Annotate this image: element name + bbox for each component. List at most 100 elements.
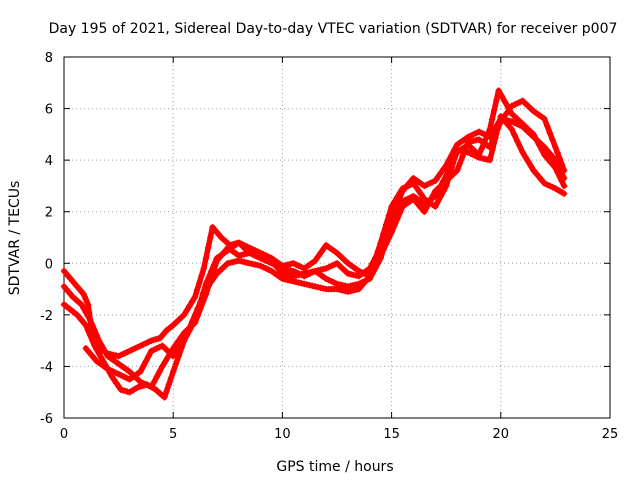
data-point [560,182,568,190]
chart-title: Day 195 of 2021, Sidereal Day-to-day VTE… [49,21,618,37]
data-point [358,282,365,290]
data-point [385,234,393,242]
data-point [434,173,442,181]
data-point [80,305,87,312]
data-point [161,394,168,401]
data-point [434,198,442,205]
data-point [541,151,548,159]
data-point [516,143,524,150]
data-point [165,381,173,388]
data-point [88,351,95,359]
data-point [100,345,107,352]
data-point [355,285,363,293]
data-point [95,350,103,357]
data-point [380,230,387,237]
data-point [393,216,401,223]
data-point [320,245,327,253]
data-point [544,122,551,130]
data-point [93,346,100,353]
data-point [150,378,158,386]
data-point [97,341,105,348]
data-point [204,244,212,252]
data-point [508,126,515,133]
data-points [60,87,568,401]
data-point [437,193,444,200]
y-tick-label: -6 [40,412,53,427]
data-point [462,145,469,153]
data-point [183,307,191,314]
data-point [495,87,502,94]
data-point [500,114,507,121]
data-point [113,379,120,387]
data-point [554,149,561,157]
data-point [546,158,554,165]
data-point [84,327,92,334]
data-point [137,368,144,375]
data-point [453,167,461,174]
data-point [377,252,384,259]
data-point [396,209,403,217]
data-point [560,167,568,174]
data-point [207,234,214,241]
data-point [513,137,521,145]
data-point [208,267,215,275]
plot-frame [63,56,611,419]
data-point [189,321,196,329]
data-point [388,229,395,236]
data-point [170,368,177,375]
data-point [546,150,554,157]
data-point [549,153,556,161]
data-point [385,212,393,219]
data-point [524,158,532,165]
data-point [429,193,436,200]
data-point [276,267,283,274]
y-tick-label: 8 [45,51,53,66]
data-point [186,327,193,334]
data-point [511,131,518,139]
data-point [415,202,423,209]
y-tick-label: -2 [40,309,53,324]
data-point [391,198,398,206]
data-point [522,153,529,161]
data-point [198,272,205,279]
data-point [382,240,390,248]
data-point [361,279,368,286]
data-point [115,383,122,390]
data-point [194,307,201,315]
x-tick-label: 20 [493,427,510,442]
data-point [492,131,499,138]
data-point [380,246,387,253]
data-point [544,155,551,162]
data-point [558,178,566,185]
data-point [418,205,425,212]
data-point [459,153,466,160]
data-point [393,194,401,201]
data-point [186,302,193,310]
data-point [503,110,510,117]
data-point [535,141,543,148]
data-point [437,169,444,177]
data-point [505,106,513,114]
data-point [91,327,98,334]
data-point [95,337,103,344]
data-point [541,115,548,123]
data-point [314,253,322,261]
plot-border [63,56,611,419]
x-tick-label: 5 [169,427,177,442]
data-point [552,144,559,151]
data-point [486,156,494,164]
data-point [156,368,163,375]
data-point [82,321,90,329]
data-point [478,145,485,152]
data-point [172,349,180,356]
data-point [494,124,502,132]
data-point [175,345,182,352]
data-point [102,349,109,356]
data-point [202,280,210,288]
data-point [178,341,185,348]
data-point [161,358,169,366]
data-point [501,98,509,106]
data-point [85,348,92,355]
data-point [87,316,94,324]
